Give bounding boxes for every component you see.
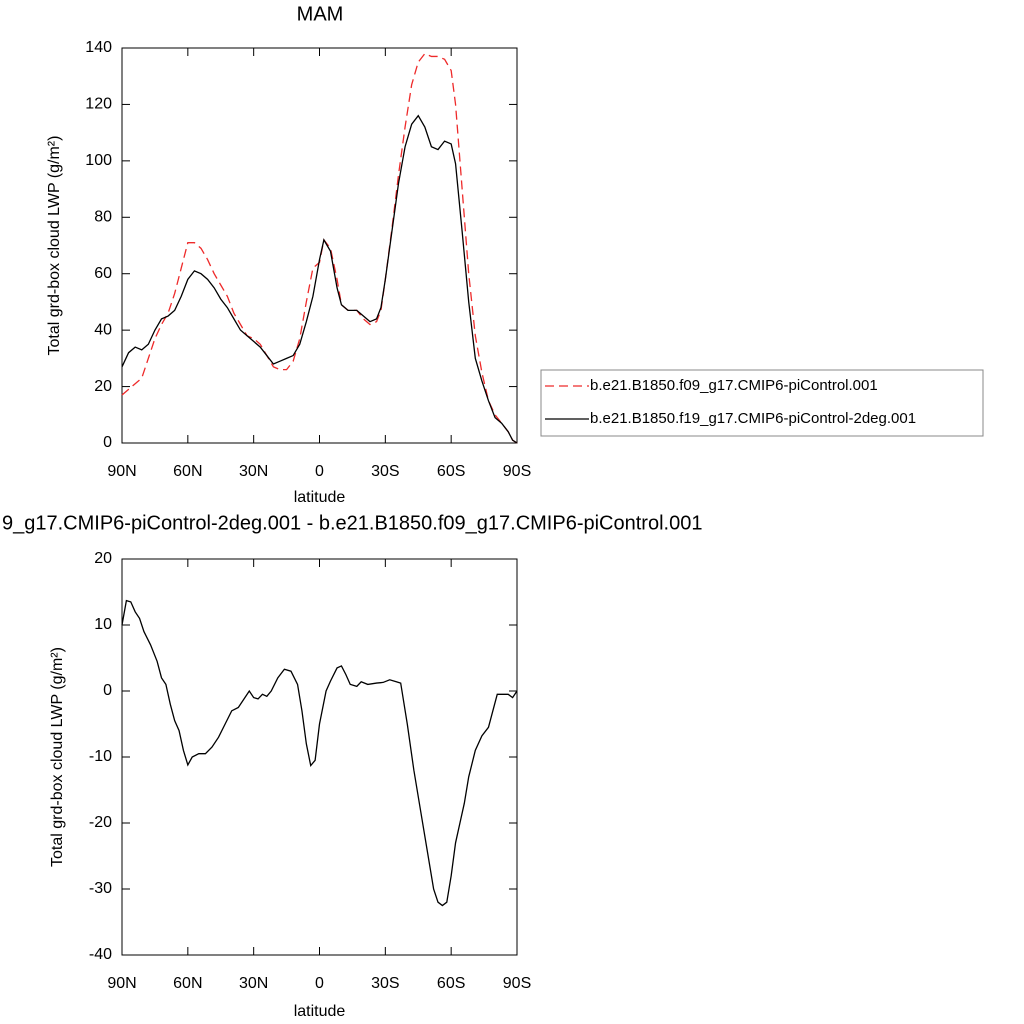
y-tick-label: 100: [85, 152, 112, 169]
y-tick-label: -10: [89, 748, 112, 765]
legend-box: [540, 369, 984, 437]
x-tick-label: 0: [315, 463, 324, 480]
chart-title: 9_g17.CMIP6-piControl-2deg.001 - b.e21.B…: [2, 512, 702, 534]
x-tick-label: 90S: [503, 975, 531, 992]
y-tick-label: 0: [103, 682, 112, 699]
y-tick-label: 10: [94, 616, 112, 633]
x-tick-label: 0: [315, 975, 324, 992]
y-tick-label: 20: [94, 550, 112, 567]
y-tick-label: 80: [94, 209, 112, 226]
y-axis-label: Total grd-box cloud LWP (g/m²): [49, 647, 66, 867]
plot-frame: [121, 47, 518, 444]
x-tick-label: 60S: [437, 463, 465, 480]
y-tick-label: -20: [89, 814, 112, 831]
y-tick-label: 20: [94, 378, 112, 395]
x-tick-label: 90N: [107, 975, 136, 992]
x-tick-label: 30N: [239, 975, 268, 992]
x-axis-label: latitude: [294, 1003, 346, 1020]
plot-frame: [121, 558, 518, 956]
y-tick-label: 120: [85, 96, 112, 113]
y-tick-label: 60: [94, 265, 112, 282]
data-line: [121, 52, 518, 444]
y-tick-label: -30: [89, 880, 112, 897]
x-tick-label: 90S: [503, 463, 531, 480]
x-tick-label: 60S: [437, 975, 465, 992]
y-tick-label: 40: [94, 321, 112, 338]
x-tick-label: 30S: [371, 975, 399, 992]
x-tick-label: 60N: [173, 975, 202, 992]
x-axis-label: latitude: [294, 489, 346, 506]
x-tick-label: 60N: [173, 463, 202, 480]
data-line: [121, 599, 518, 907]
x-tick-label: 90N: [107, 463, 136, 480]
data-line: [121, 114, 518, 444]
chart-title: MAM: [297, 3, 344, 25]
legend-label: b.e21.B1850.f09_g17.CMIP6-piControl.001: [590, 377, 878, 394]
y-tick-label: -40: [89, 946, 112, 963]
legend-label: b.e21.B1850.f19_g17.CMIP6-piControl-2deg…: [590, 410, 916, 427]
y-tick-label: 0: [103, 434, 112, 451]
x-tick-label: 30N: [239, 463, 268, 480]
y-axis-label: Total grd-box cloud LWP (g/m²): [46, 136, 63, 356]
y-tick-label: 140: [85, 39, 112, 56]
x-tick-label: 30S: [371, 463, 399, 480]
